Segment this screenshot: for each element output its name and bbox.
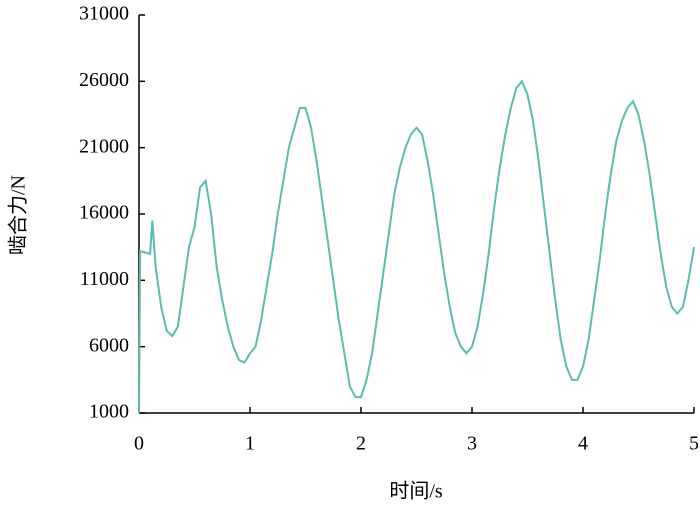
x-tick-label: 0 (134, 433, 144, 455)
x-axis-label: 时间/s (389, 480, 443, 503)
y-tick-label: 16000 (79, 202, 129, 224)
x-tick-label: 5 (689, 433, 699, 455)
y-tick-label: 11000 (80, 268, 129, 290)
x-tick-label: 2 (356, 433, 366, 455)
y-tick-label: 26000 (79, 69, 129, 91)
y-tick-label: 21000 (79, 135, 129, 157)
y-tick-label: 6000 (89, 334, 129, 356)
data-line (138, 79, 695, 414)
x-tick-label: 1 (245, 433, 255, 455)
y-axis-label: 啮合力/N (7, 175, 30, 255)
y-tick-label: 1000 (89, 401, 129, 423)
y-tick-label: 31000 (79, 3, 129, 25)
x-tick-label: 4 (578, 433, 588, 455)
x-tick-label: 3 (467, 433, 477, 455)
